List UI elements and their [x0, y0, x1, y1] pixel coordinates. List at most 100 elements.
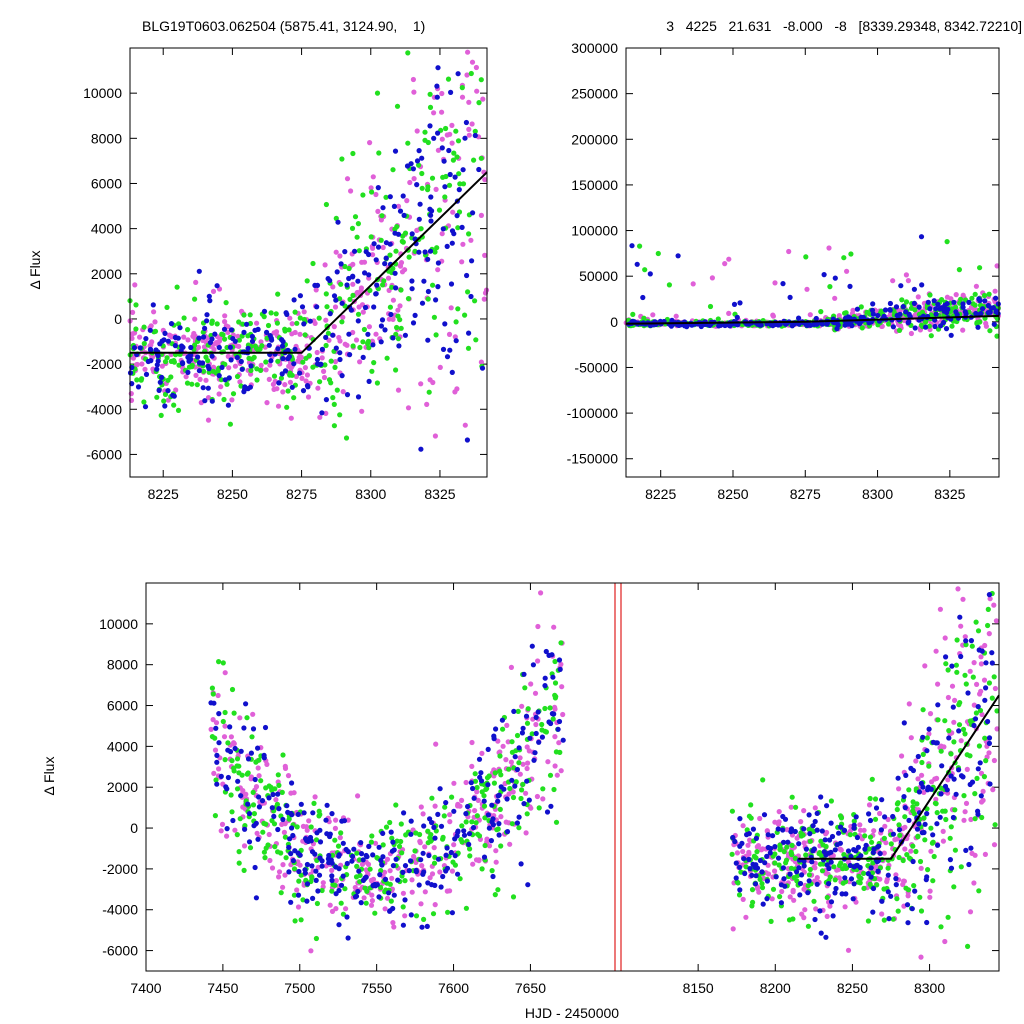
bottom-seg1-data-point	[382, 869, 388, 875]
bottom-seg1-data-point	[400, 869, 406, 876]
bottom-seg2-data-point	[916, 789, 923, 795]
bottom-seg1-data-point	[256, 794, 262, 800]
top-left-data-point	[375, 185, 381, 191]
top-left-data-point	[245, 333, 251, 339]
top-left-data-point	[147, 327, 153, 333]
bottom-seg1-data-point	[429, 871, 436, 877]
bottom-seg2-data-point	[733, 860, 739, 866]
bottom-seg1-data-point	[528, 681, 534, 687]
bottom-seg1-data-point	[422, 889, 428, 895]
top-left-data-point	[331, 401, 337, 407]
bottom-seg1-data-point	[245, 801, 251, 807]
top-left-data-point	[286, 327, 292, 333]
top-left-data-point	[201, 334, 207, 340]
bottom-seg1-data-point	[485, 782, 491, 788]
bottom-seg2-data-point	[903, 885, 909, 891]
top-left-xtick-label: 8250	[217, 486, 248, 502]
bottom-seg2-data-point	[870, 860, 876, 866]
bottom-seg1-data-point	[358, 851, 365, 857]
bottom-seg1-data-point	[493, 726, 499, 732]
top-left-data-point	[268, 358, 274, 364]
bottom-seg2-data-point	[906, 787, 912, 793]
top-left-data-point	[139, 361, 145, 367]
top-right-data-point	[731, 301, 738, 307]
top-right-data-point	[675, 253, 681, 259]
bottom-seg2-data-point	[878, 827, 885, 833]
top-left-data-point	[339, 373, 345, 379]
top-right-data-point	[786, 248, 792, 255]
top-left-data-point	[471, 157, 477, 163]
top-left-data-point	[130, 355, 136, 361]
top-left-data-point	[339, 319, 345, 325]
bottom-seg2-data-point	[879, 911, 885, 917]
bottom-seg2-data-point	[985, 606, 991, 613]
bottom-seg1-data-point	[310, 810, 316, 816]
bottom-seg1-data-point	[441, 813, 447, 819]
top-left-data-point	[254, 377, 260, 383]
top-left-data-point	[342, 263, 348, 270]
bottom-seg2-data-point	[775, 855, 782, 861]
bottom-seg1-data-point	[312, 794, 318, 800]
bottom-seg2-data-point	[772, 844, 778, 850]
bottom-seg1-data-point	[315, 864, 321, 871]
bottom-seg2-data-point	[935, 702, 941, 708]
bottom-seg1-data-point	[416, 882, 422, 888]
bottom-seg2-data-point	[743, 914, 749, 920]
bottom-seg2-data-point	[832, 890, 838, 896]
top-left-data-point	[473, 337, 479, 343]
bottom-seg2-data-point	[861, 827, 867, 833]
bottom-seg2-data-point	[881, 835, 888, 842]
top-left-data-point	[189, 381, 195, 387]
top-left-data-point	[266, 342, 272, 348]
bottom-seg1-data-point	[448, 849, 454, 856]
top-left-data-point	[247, 312, 253, 318]
bottom-seg2-data-point	[772, 868, 778, 874]
top-left-data-point	[323, 342, 329, 349]
top-right-data-point	[973, 310, 979, 317]
top-left-data-point	[383, 255, 389, 261]
bottom-seg1-data-point	[417, 838, 423, 844]
bottom-seg2-data-point	[931, 853, 937, 860]
bottom-seg1-data-point	[333, 906, 339, 912]
top-left-data-point	[216, 373, 222, 379]
top-left-data-point	[287, 379, 293, 385]
top-left-data-point	[368, 185, 374, 191]
bottom-seg1-data-point	[222, 709, 228, 716]
top-left-data-point	[229, 397, 235, 403]
bottom-seg2-data-point	[754, 849, 760, 855]
top-left-data-point	[460, 181, 467, 187]
top-left-data-point	[472, 128, 478, 134]
bottom-seg2-data-point	[794, 835, 800, 841]
bottom-seg1-data-point	[432, 902, 438, 908]
bottom-seg2-data-point	[913, 848, 919, 855]
top-left-data-point	[481, 296, 487, 302]
bottom-seg2-data-point	[882, 814, 888, 820]
top-left-data-point	[433, 332, 439, 338]
top-right-data-point	[975, 324, 981, 330]
bottom-seg2-data-point	[945, 694, 952, 701]
top-left-ytick-label: 4000	[91, 221, 122, 237]
bottom-seg2-data-point	[900, 881, 906, 888]
top-left-data-point	[373, 291, 379, 297]
bottom-seg1-data-point	[395, 877, 401, 883]
bottom-seg2-data-point	[970, 674, 976, 680]
top-left-data-point	[171, 402, 177, 408]
bottom-seg2-data-point	[778, 900, 785, 906]
bottom-seg2-data-point	[967, 753, 973, 759]
bottom-seg1-data-point	[354, 863, 360, 869]
top-left-data-point	[360, 309, 366, 315]
top-right-data-point	[911, 300, 918, 306]
bottom-seg1-data-point	[511, 708, 517, 715]
bottom-seg1-data-point	[329, 811, 335, 817]
bottom-seg2-data-point	[826, 881, 832, 887]
bottom-seg2-data-point	[758, 847, 765, 853]
bottom-seg1-data-point	[304, 898, 310, 904]
bottom-seg2-data-point	[948, 824, 954, 830]
bottom-seg1-data-point	[493, 859, 499, 865]
bottom-seg1-data-point	[525, 706, 531, 712]
bottom-seg2-data-point	[890, 916, 896, 922]
bottom-seg2-xtick-label: 8200	[760, 980, 791, 996]
bottom-seg1-data-point	[536, 739, 542, 745]
top-left-data-point	[446, 331, 453, 337]
top-left-data-point	[267, 362, 273, 368]
